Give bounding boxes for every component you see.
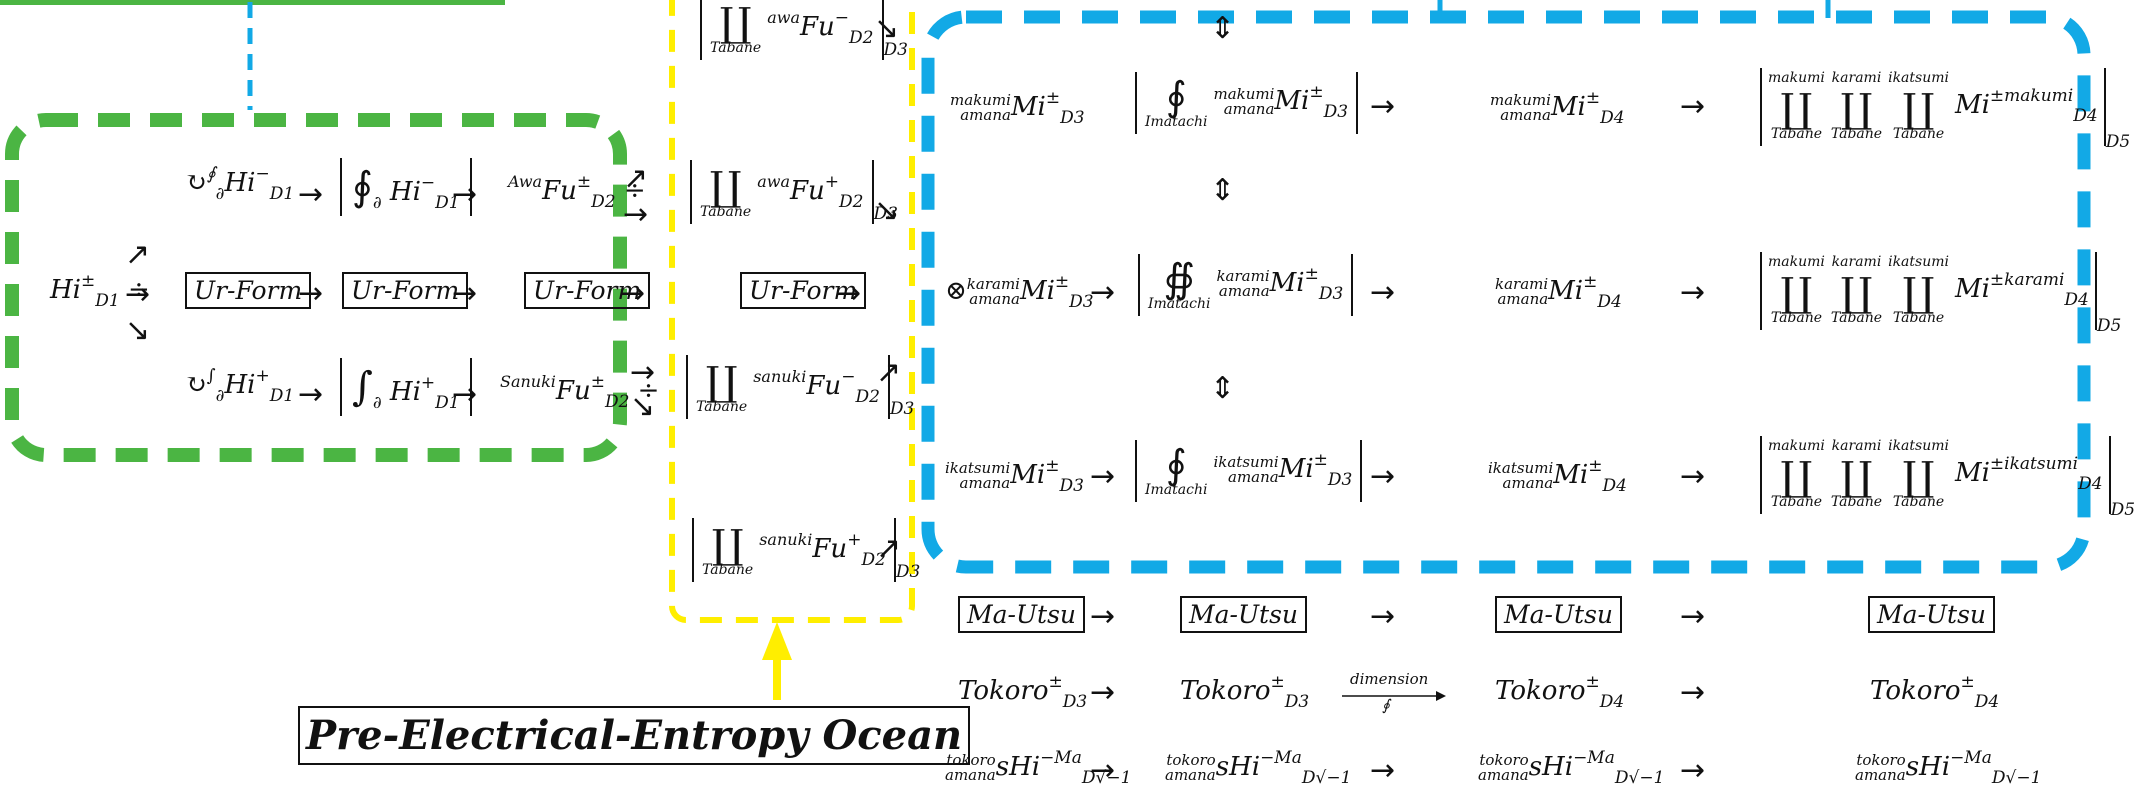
contour-mi-ikatsumi-d3: ∮ Imatachi ikatsumi amanaMi±D3 [1135,440,1363,502]
tokoro-d4: Tokoro±D4 [1870,672,2000,712]
awa-fu-d2: AwaFu±D2 ÷ [508,172,646,212]
dimension-under-label: ∮ [1382,696,1390,714]
arrow-right: → [1090,599,1116,634]
tokoro-d3: Tokoro±D3 [1180,672,1310,712]
ocean-label: Pre-Electrical-Entropy Ocean [298,706,971,765]
shi-term: tokoro amanasHi−MaD√−1 [1478,748,1665,788]
arrow-up-right: ↗ [125,237,151,272]
root-symbol: Hi [50,275,81,305]
triple-coprod-karami: makumi ∐ Tabane karami ∐ Tabane ikatsumi ∐ Taban… [1760,252,2121,336]
shi-term: tokoro amanasHi−MaD√−1 [1165,748,1352,788]
hi-d1-root: Hi±D1 ÷ [50,271,150,311]
ur-form-box: Ur-Form [740,272,867,309]
arrow-right: → [623,197,649,232]
updown-arrow: ⇕ [1210,11,1236,46]
arrow-right: → [620,276,646,311]
shi-term: tokoro amanasHi−MaD√−1 [945,748,1132,788]
blue-dashed-frame [921,10,2091,574]
arrow-right: → [1370,599,1396,634]
arrow-right: → [1090,753,1116,788]
coprod-awa-fu-plus: ∐ Tabane awaFu+D2D3 [690,160,898,224]
ma-utsu-box: Ma-Utsu [1180,596,1307,633]
triple-coprod-makumi: makumi ∐ Tabane karami ∐ Tabane ikatsumi ∐ Taban… [1760,68,2130,152]
ma-utsu-box: Ma-Utsu [1868,596,1995,633]
arrow-right: → [452,276,478,311]
arrow-right: → [125,277,151,312]
abs-contour-hi-minus: ∮∂ Hi−D1 [340,158,472,216]
arrow-right: → [1370,275,1396,310]
updown-arrow: ⇕ [1210,371,1236,406]
arrow-right: → [1680,275,1706,310]
updown-arrow: ⇕ [1210,173,1236,208]
ma-utsu-box: Ma-Utsu [1495,596,1622,633]
arrow-right: → [298,276,324,311]
arrow-right: → [452,377,478,412]
mi-makumi-d3: makumi amanaMi±D3 [950,88,1085,128]
arrow-right: → [1370,753,1396,788]
ur-form-box: Ur-Form [185,272,312,309]
arrow-down-right: ↘ [874,193,900,228]
yellow-arrow-head [762,622,792,660]
arrow-right: → [1090,675,1116,710]
double-contour-mi-karami-d3: ∯ Imatachi karami amanaMi±D3 [1138,254,1354,316]
mi-makumi-d4: makumi amanaMi±D4 [1490,88,1625,128]
circulation-hi-minus: ↻∮∂Hi−D1 [185,164,295,204]
root-sup: ± [81,271,96,291]
arrow-right: → [1090,459,1116,494]
arrow-right: → [1680,459,1706,494]
root-sub: D1 [95,291,120,311]
coprod-sanuki-fu-plus: ∐ Tabane sanukiFu+D2D3 [692,518,920,582]
mi-karami-d4: karami amanaMi±D4 [1495,272,1622,312]
shi-term: tokoro amanasHi−MaD√−1 [1855,748,2042,788]
arrow-right: → [630,355,656,390]
arrow-up-right: ↗ [876,531,902,566]
arrow-right: → [452,177,478,212]
arrow-right: → [298,377,324,412]
arrow-right: → [836,276,862,311]
arrow-down-right: ↘ [874,11,900,46]
abs-integral-hi-plus: ∫∂ Hi+D1 [340,358,472,416]
dimension-label: dimension [1350,670,1429,688]
arrow-right: → [1680,675,1706,710]
contour-mi-makumi-d3: ∮ Imatachi makumi amanaMi±D3 [1135,72,1359,134]
arrow-right: → [1370,459,1396,494]
coprod-sanuki-fu-minus: ∐ Tabane sanukiFu−D2D3 [686,355,914,419]
triple-coprod-ikatsumi: makumi ∐ Tabane karami ∐ Tabane ikatsumi ∐ Taban… [1760,436,2134,520]
ur-form-box: Ur-Form [524,272,651,309]
ur-form-box: Ur-Form [342,272,469,309]
arrow-right: → [1680,753,1706,788]
arrow-down-right: ↘ [125,313,151,348]
tokoro-d3: Tokoro±D3 [958,672,1088,712]
mi-ikatsumi-d4: ikatsumi amanaMi±D4 [1488,456,1627,496]
arrow-right: → [1090,275,1116,310]
arrow-up-right: ↗ [876,355,902,390]
arrow-down-right: ↘ [630,389,656,424]
green-dashed-frame [5,113,627,462]
circulation-hi-plus: ↻∫∂Hi+D1 [185,366,295,406]
coprod-awa-fu-minus: ∐ Tabane awaFu−D2D3 [700,0,908,60]
dimension-arrow-head [1436,691,1446,701]
arrow-right: → [1370,89,1396,124]
arrow-up-right: ↗ [623,161,649,196]
arrow-right: → [1680,89,1706,124]
arrow-right: → [1680,599,1706,634]
tensor-mi-karami-d3: ⊗karami amanaMi±D3 [945,272,1094,312]
mi-ikatsumi-d3: ikatsumi amanaMi±D3 [945,456,1084,496]
tokoro-d4: Tokoro±D4 [1495,672,1625,712]
yellow-dashed-frame [669,0,915,623]
sanuki-fu-d2: SanukiFu±D2 ÷ [500,372,660,412]
arrow-right: → [298,177,324,212]
ma-utsu-box: Ma-Utsu [958,596,1085,633]
